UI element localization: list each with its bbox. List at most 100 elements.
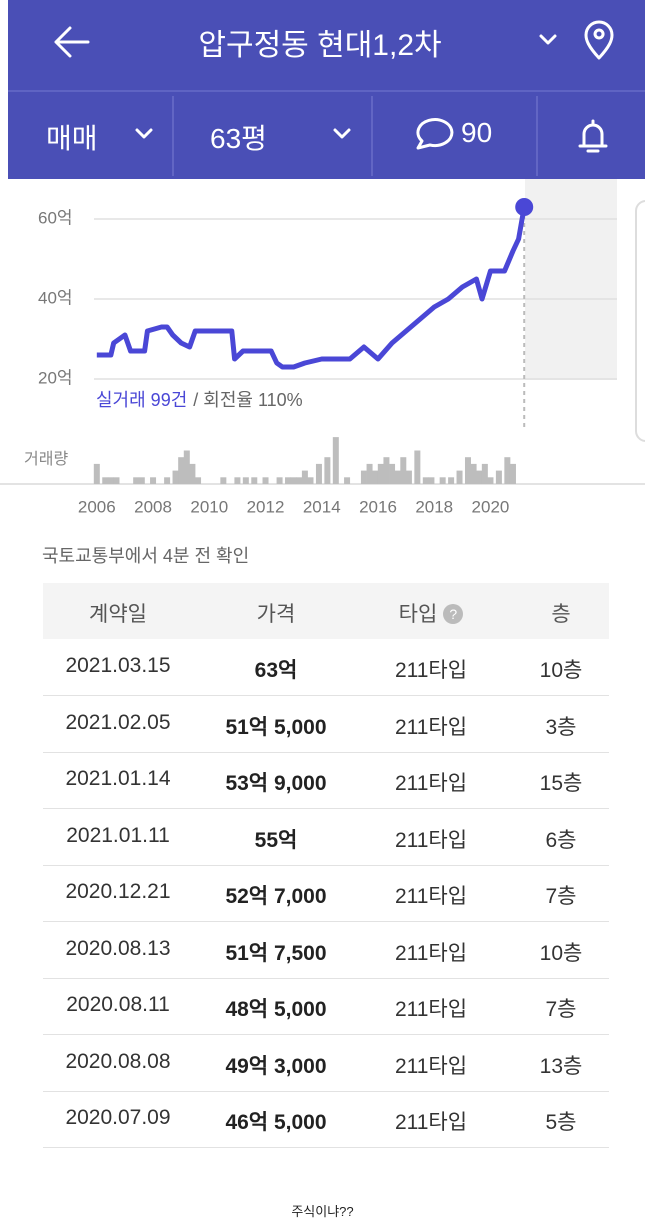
cell: 211타입: [394, 941, 468, 965]
volume-bar: [189, 463, 196, 484]
trade-type[interactable]: 매매: [46, 123, 98, 154]
cell: 10층: [539, 659, 583, 682]
cell: 211타입: [394, 1054, 468, 1078]
volume-bar: [172, 470, 179, 484]
volume-bar: [456, 470, 463, 484]
divider: [8, 90, 645, 92]
app-bar: [8, 0, 645, 179]
comment-icon[interactable]: [416, 118, 454, 150]
x-tick-label: 2016: [359, 497, 397, 516]
x-tick-label: 2010: [190, 497, 228, 516]
y-tick-label: 60억: [38, 208, 73, 227]
volume-bar: [464, 457, 471, 484]
cell: 13층: [539, 1054, 583, 1078]
side-card: [634, 200, 645, 442]
volume-bar: [405, 470, 412, 484]
volume-bar: [251, 477, 258, 484]
volume-bar: [332, 437, 339, 484]
volume-bar: [183, 450, 190, 484]
volume-bar: [509, 463, 516, 484]
back-button[interactable]: [54, 26, 90, 58]
volume-bar: [389, 463, 396, 484]
cell: 3층: [545, 715, 577, 739]
cell: 211타입: [394, 772, 468, 795]
volume-bar: [377, 463, 384, 484]
row-divider: [43, 1034, 609, 1035]
volume-bar: [301, 470, 308, 484]
help-icon[interactable]: ?: [443, 604, 464, 624]
dropdown[interactable]: [333, 128, 351, 139]
cell: 2020.08.11: [66, 993, 170, 1016]
volume-bar: [93, 463, 100, 484]
volume-bar: [242, 477, 249, 484]
volume-bar: [344, 477, 351, 484]
volume-bar: [285, 477, 292, 484]
cell: 211타입: [394, 1111, 468, 1134]
caption: 주식이냐??: [291, 1204, 354, 1219]
cell: 211타입: [394, 828, 468, 852]
volume-bar: [102, 477, 109, 484]
volume-bar: [383, 457, 390, 484]
app-bar-icons: [54, 20, 614, 176]
volume-bar: [394, 470, 401, 484]
y-tick-label: 20억: [38, 368, 73, 387]
x-tick-label: 2006: [78, 497, 116, 516]
turnover-rate: / 회전율 110%: [193, 390, 302, 410]
cell: 15층: [539, 772, 583, 795]
future-area: [525, 179, 617, 380]
price: 51억 7,500: [225, 941, 327, 965]
row-divider: [43, 808, 609, 809]
row-divider: [43, 921, 609, 922]
volume-bar: [150, 477, 157, 484]
volume-bar: [439, 477, 446, 484]
volume-bar: [476, 470, 483, 484]
volume-bar: [428, 477, 435, 484]
chart: 20억 40억 60억 2006 2008 2010 2012 2014 2016 2018 202…: [0, 179, 645, 516]
price: 48억 5,000: [225, 998, 327, 1021]
volume-bar: [366, 463, 373, 484]
deal-table: 계약일 가격 타입? 층 2021.03.15 63억 211타입 10층 2021.02.05…: [43, 583, 609, 1148]
volume-label: 거래량: [24, 450, 68, 468]
row-divider: [43, 1090, 609, 1092]
source-note: 국토교통부에서 4분 전 확인: [42, 546, 250, 566]
x-tick-label: 2018: [415, 497, 453, 516]
title: 압구정동 현대1,2차: [198, 29, 442, 62]
price: 46억 5,000: [225, 1111, 327, 1134]
dropdown[interactable]: [539, 34, 557, 45]
volume-bar: [133, 477, 140, 484]
price: 53억 9,000: [225, 772, 327, 795]
column-header: 타입?: [361, 598, 501, 628]
volume-bar: [195, 477, 202, 484]
cell: 211타입: [394, 659, 468, 682]
volume-bar: [414, 450, 421, 484]
dropdown[interactable]: [135, 128, 153, 139]
cell: 211타입: [394, 998, 468, 1021]
volume-bar: [164, 477, 171, 484]
row-divider: [43, 1147, 609, 1148]
price: 51억 5,000: [225, 715, 327, 739]
comment-count[interactable]: 90: [461, 117, 493, 148]
volume-bar: [234, 477, 241, 484]
volume-bar: [481, 463, 488, 484]
price: 63억: [254, 659, 298, 682]
price: 49억 3,000: [225, 1054, 327, 1078]
cell: 2021.03.15: [65, 654, 171, 677]
cell: 5층: [545, 1111, 577, 1134]
volume-bar: [107, 477, 114, 484]
trade-count: 실거래 99건: [96, 390, 187, 410]
cell: 211타입: [394, 715, 468, 739]
location-button[interactable]: [584, 20, 614, 60]
latest-point: [515, 198, 534, 216]
alarm-button[interactable]: [578, 119, 608, 153]
volume-bar: [448, 477, 455, 484]
cell: 2021.01.11: [66, 823, 170, 847]
cell: 2020.12.21: [65, 880, 171, 903]
volume-bar: [495, 470, 502, 484]
row-divider: [43, 695, 609, 696]
cell: 2021.01.14: [65, 767, 171, 790]
volume-bar: [138, 477, 145, 484]
volume-bar: [324, 457, 331, 484]
cell: 211타입: [394, 885, 468, 908]
size[interactable]: 63평: [210, 123, 267, 154]
